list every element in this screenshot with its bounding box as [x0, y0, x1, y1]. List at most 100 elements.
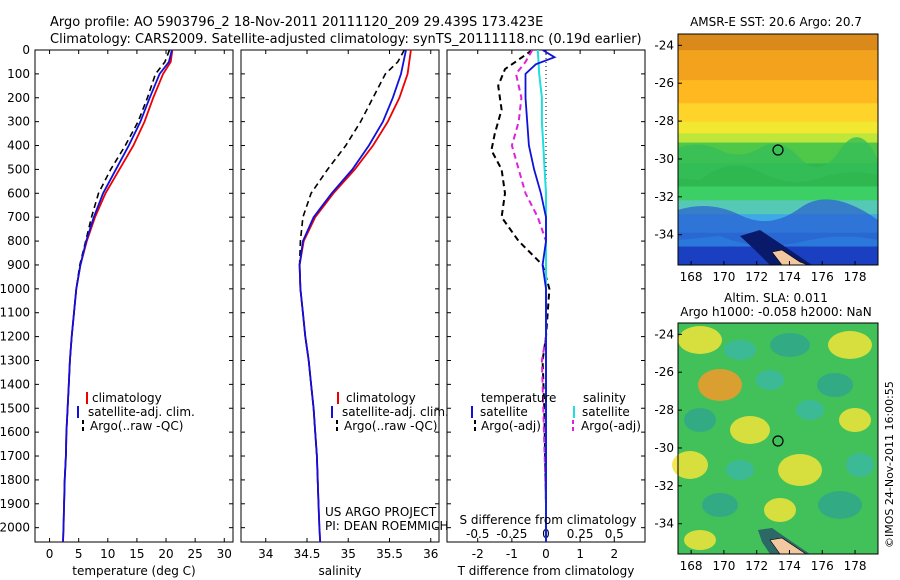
land-shape [771, 249, 809, 266]
sla-map-ytick-label: -34 [654, 517, 674, 531]
salinity-panel: 34 34.5 35 35.5 36 salinity climatology sate… [240, 49, 449, 578]
salinity-xticks: 34 34.5 35 35.5 36 [241, 49, 439, 561]
sst-map-xtick-label: 178 [844, 270, 867, 284]
sla-anomaly-patch [678, 326, 722, 354]
temperature-plot-frame [34, 49, 234, 543]
s-difference-tick-label: 0.25 [567, 527, 594, 541]
legend-label-satellite: satellite-adj. clim. [88, 405, 195, 419]
sla-map-xtick-label: 172 [745, 559, 768, 573]
sla-map-title-line2: Argo h1000: -0.058 h2000: NaN [680, 305, 872, 319]
sla-anomaly-patch [839, 408, 871, 432]
temperature-satellite-line [62, 50, 173, 542]
s-difference-xlabel: S difference from climatology [460, 513, 637, 527]
depth-tick-label: 400 [7, 139, 30, 153]
depth-tick-label: 1600 [0, 425, 30, 439]
salinity-satellite-line [298, 50, 407, 542]
salinity-xlabel: salinity [318, 564, 361, 578]
figure-title-line1: Argo profile: AO 5903796_2 18-Nov-2011 2… [50, 15, 543, 30]
salinity-xtick-label: 35 [341, 547, 356, 561]
sla-map-ytick-label: -32 [654, 479, 674, 493]
sst-map-ytick-label: -28 [654, 114, 674, 128]
sst-map-ytick-label: -26 [654, 76, 674, 90]
difference-xtick-label: 0 [542, 547, 550, 561]
sst-map-panel: AMSR-E SST: 20.6 Argo: 20.7 168 170 172 174… [654, 15, 879, 284]
pi-label: PI: DEAN ROEMMICH [325, 519, 448, 533]
sla-anomaly-patch [778, 454, 822, 486]
sst-map-frame [677, 33, 879, 266]
temperature-xtick-label: 25 [188, 547, 203, 561]
difference-sal-argo-line [510, 50, 547, 504]
sla-map-frame [677, 322, 879, 555]
sst-map-xtick-label: 174 [778, 270, 801, 284]
depth-tick-label: 1500 [0, 401, 30, 415]
argo-location-marker [772, 435, 784, 447]
project-label: US ARGO PROJECT [325, 505, 437, 519]
sla-map-xtick-label: 168 [680, 559, 703, 573]
sla-map-xtick-label: 170 [712, 559, 735, 573]
temperature-xtick-label: 20 [158, 547, 173, 561]
difference-xtick-label: -1 [506, 547, 518, 561]
sla-map-xtick-label: 178 [844, 559, 867, 573]
depth-tick-label: 900 [7, 258, 30, 272]
sla-map-ytick-label: -26 [654, 365, 674, 379]
legend-label-satellite: satellite-adj. clim. [342, 405, 449, 419]
imos-credit: ©IMOS 24-Nov-2011 16:00:55 [883, 381, 896, 548]
salinity-climatology-line [298, 50, 412, 542]
temperature-xtick-label: 5 [75, 547, 83, 561]
temperature-xlabel: temperature (deg C) [72, 564, 195, 578]
difference-xtick-label: 1 [576, 547, 584, 561]
sst-map-ytick-label: -34 [654, 228, 674, 242]
difference-temp-argo-line [490, 50, 551, 504]
sla-anomaly-patch [818, 491, 862, 519]
legend-label-climatology: climatology [346, 391, 416, 405]
depth-tick-label: 300 [7, 115, 30, 129]
sst-map-xtick-label: 168 [680, 270, 703, 284]
depth-tick-label: 600 [7, 186, 30, 200]
legend-label-sal-argo: Argo(-adj) [581, 419, 641, 433]
salinity-xtick-label: 35.5 [376, 547, 403, 561]
sst-map-image [678, 34, 878, 266]
sla-anomaly-patch [764, 498, 796, 522]
temperature-lines [62, 50, 174, 542]
legend-label-argo: Argo(..raw -QC) [344, 419, 437, 433]
s-difference-tick-label: 0.5 [605, 527, 624, 541]
sst-feature [678, 199, 878, 246]
s-difference-tick-label: -0.25 [496, 527, 527, 541]
sst-map-ytick-label: -30 [654, 152, 674, 166]
legend-title-salinity: salinity [583, 391, 626, 405]
sla-anomaly-patch [672, 451, 708, 479]
s-difference-tick-label: -0.5 [466, 527, 489, 541]
sst-map-xtick-label: 172 [745, 270, 768, 284]
legend-label-argo: Argo(..raw -QC) [90, 419, 183, 433]
difference-xtick-label: -2 [472, 547, 484, 561]
sst-map-xtick-label: 170 [712, 270, 735, 284]
sla-anomaly-patch [684, 530, 716, 550]
salinity-xtick-label: 34.5 [294, 547, 321, 561]
temperature-xtick-label: 10 [100, 547, 115, 561]
sla-anomaly-patch [828, 331, 872, 359]
sst-band [678, 133, 878, 144]
land-shape [769, 537, 807, 555]
sla-anomaly-patch [698, 369, 742, 401]
salinity-xtick-label: 36 [423, 547, 438, 561]
difference-legend: temperature satellite Argo(-adj) salinit… [471, 391, 641, 433]
legend-label-sal-satellite: satellite [582, 405, 630, 419]
sla-anomaly-patch [724, 340, 756, 360]
sst-band [678, 103, 878, 123]
depth-tick-label: 1200 [0, 330, 30, 344]
sst-map-title: AMSR-E SST: 20.6 Argo: 20.7 [690, 15, 862, 29]
depth-tick-label: 200 [7, 91, 30, 105]
temperature-panel: 0 5 10 15 20 25 30 temperature (deg C) climato… [34, 49, 234, 578]
t-difference-xlabel: T difference from climatology [457, 564, 635, 578]
depth-tick-label: 700 [7, 210, 30, 224]
legend-label-climatology: climatology [92, 391, 162, 405]
temperature-argo-line [63, 50, 171, 504]
depth-tick-label: 1700 [0, 449, 30, 463]
temperature-xtick-label: 0 [46, 547, 54, 561]
depth-axis-labels: 0 100 200 300 400 500 600 700 800 900 1000 1100 1200… [0, 43, 30, 535]
depth-tick-label: 1000 [0, 282, 30, 296]
sla-map-ytick-label: -28 [654, 403, 674, 417]
depth-tick-label: 0 [22, 43, 30, 57]
sst-band [678, 34, 878, 51]
